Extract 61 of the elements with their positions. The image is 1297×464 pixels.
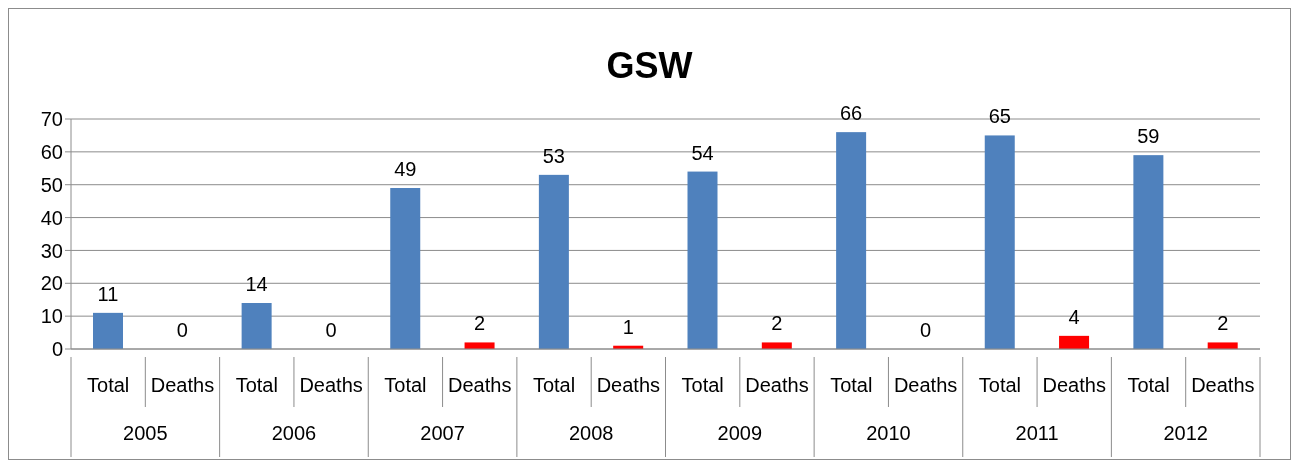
x-tick-label: Deaths [893, 374, 958, 396]
y-tick-label: 10 [40, 305, 63, 328]
bar [93, 312, 123, 349]
y-tick-label: 30 [40, 239, 63, 262]
x-tick-label: Deaths [745, 374, 809, 396]
bar [538, 174, 569, 349]
bar [1133, 155, 1164, 349]
data-label: 2 [771, 312, 783, 335]
bar [390, 188, 421, 349]
data-label: 0 [176, 319, 188, 341]
x-tick-label: Total [681, 374, 724, 396]
data-label: 2 [474, 312, 486, 335]
x-tick-label: Deaths [596, 374, 661, 396]
x-tick-label: Total [532, 374, 576, 396]
x-tick-label: Deaths [1191, 374, 1255, 396]
bar [1059, 335, 1090, 349]
text: 2010 [866, 422, 911, 444]
y-tick-label: 50 [40, 173, 63, 196]
text: 2009 [717, 422, 763, 444]
chart-title: GSW [605, 45, 694, 87]
data-label: 2 [1217, 312, 1229, 335]
x-tick-label: Total [830, 374, 873, 396]
data-label: 53 [542, 144, 565, 167]
x-tick-label: Total [1127, 374, 1170, 396]
text: 2006 [271, 422, 317, 444]
data-label: 54 [691, 141, 714, 164]
bar [761, 342, 792, 349]
data-label: 4 [1068, 305, 1080, 328]
x-tick-label: Total [87, 374, 130, 396]
x-tick-label: Total [384, 374, 427, 396]
y-tick-label: 70 [40, 108, 63, 131]
x-tick-label: Deaths [150, 374, 215, 396]
bar [687, 171, 718, 349]
text: 2005 [123, 422, 168, 444]
data-label: 14 [245, 273, 268, 295]
y-tick-label: 20 [40, 272, 63, 295]
x-tick-label: Deaths [1042, 374, 1106, 396]
y-tick-label: 60 [40, 140, 63, 163]
bar [836, 132, 867, 349]
data-label: 65 [988, 105, 1011, 128]
x-tick-label: Deaths [299, 374, 363, 396]
data-label: 1 [622, 315, 634, 338]
y-tick-label: 0 [51, 338, 63, 361]
data-label: 66 [840, 102, 863, 125]
x-tick-label: Deaths [448, 374, 512, 396]
bar [464, 342, 495, 349]
y-tick-label: 40 [40, 206, 63, 229]
text: 2011 [1015, 422, 1059, 444]
text: 2008 [568, 422, 614, 444]
bar [984, 135, 1015, 349]
bar [241, 303, 272, 349]
text: 2007 [420, 422, 465, 444]
bar [1207, 342, 1238, 349]
data-label: 0 [919, 319, 931, 341]
x-tick-label: Total [235, 374, 278, 396]
data-label: 11 [97, 282, 119, 305]
x-tick-label: Total [978, 374, 1022, 396]
data-label: 59 [1137, 125, 1160, 148]
text: 2012 [1163, 422, 1208, 444]
data-label: 0 [325, 319, 337, 341]
data-label: 49 [394, 158, 417, 180]
